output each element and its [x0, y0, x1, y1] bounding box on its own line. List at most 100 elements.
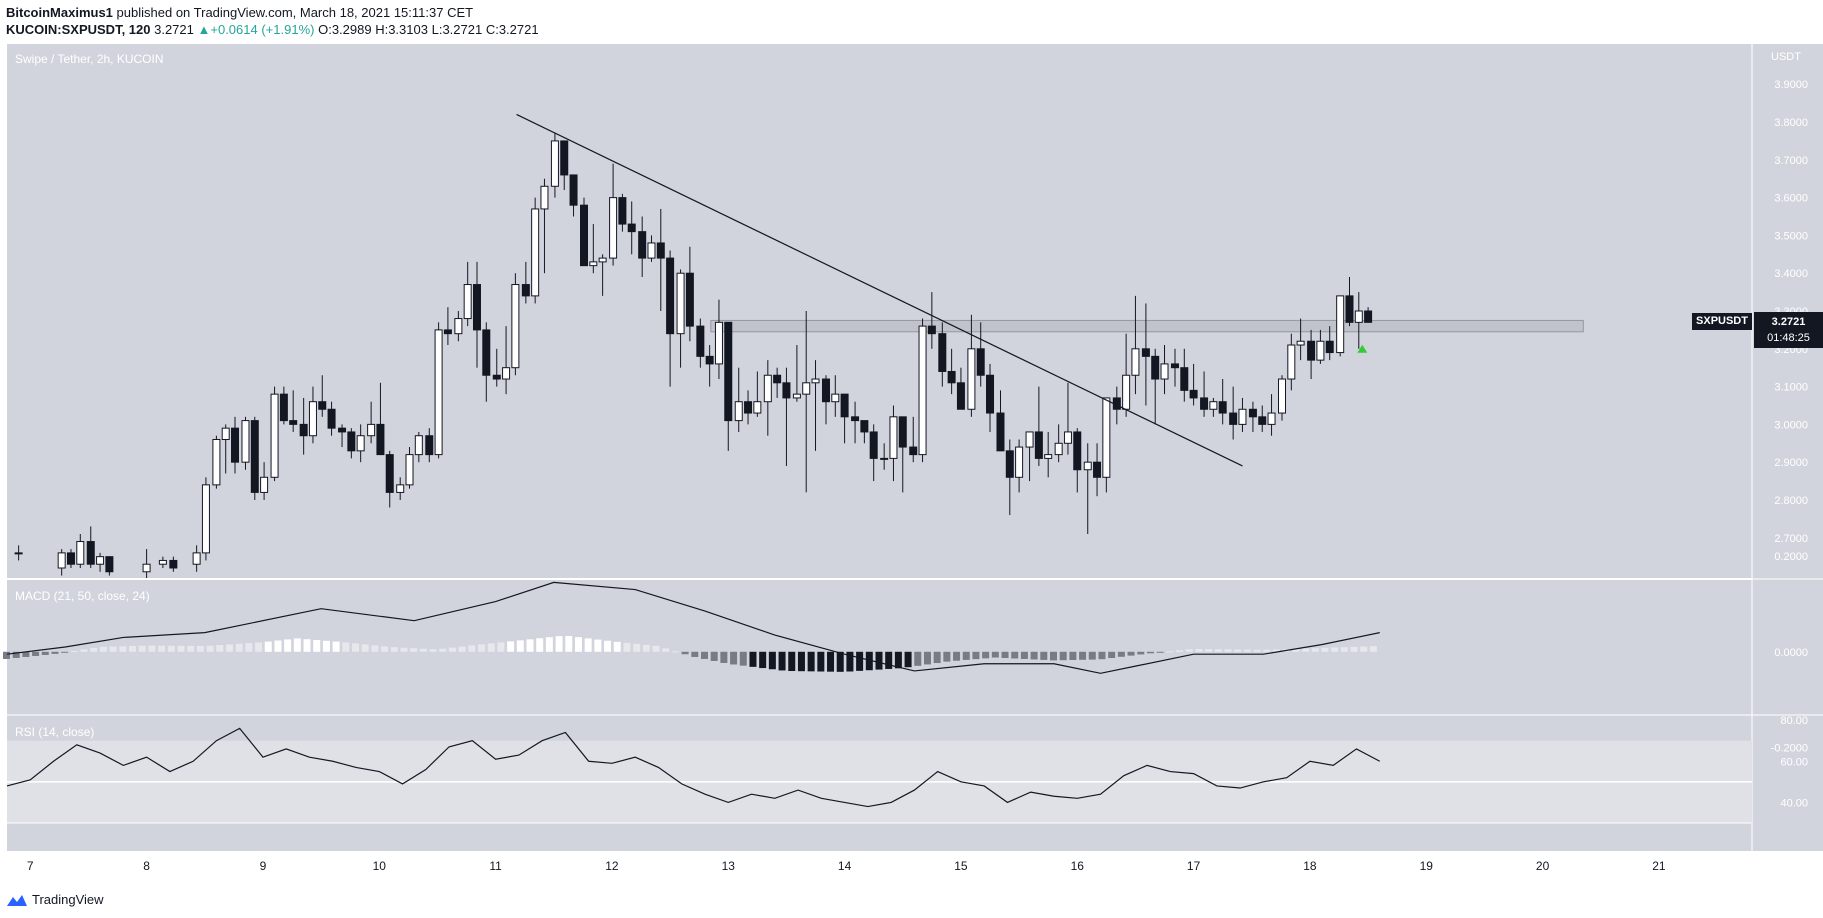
candle-body	[1102, 397, 1111, 478]
candle-body	[831, 393, 840, 403]
last-price: 3.2721	[154, 22, 194, 37]
macd-histogram-bar	[129, 645, 137, 652]
price-tick-label: 3.1000	[1774, 382, 1808, 394]
macd-histogram-bar	[681, 651, 689, 655]
publish-info: published on TradingView.com, March 18, …	[116, 5, 474, 20]
macd-histogram-bar	[225, 644, 233, 652]
candle-body	[472, 284, 481, 331]
candle-body	[860, 420, 869, 433]
candle-body	[956, 382, 965, 410]
candle-body	[169, 559, 178, 569]
candle-body	[685, 272, 694, 327]
chart-area[interactable]	[7, 44, 1752, 851]
candle-body	[540, 185, 549, 210]
macd-histogram-bar	[177, 645, 185, 652]
macd-histogram-bar	[167, 645, 175, 652]
macd-histogram-bar	[914, 651, 922, 666]
macd-histogram-bar	[846, 651, 854, 672]
tradingview-logo[interactable]: TradingView	[6, 892, 104, 907]
macd-histogram-bar	[778, 651, 786, 671]
high-label: H:	[375, 22, 389, 37]
macd-histogram-bar	[352, 643, 359, 652]
candle-body	[638, 231, 647, 259]
bar-countdown: 01:48:25	[1767, 332, 1810, 344]
macd-histogram-bar	[1117, 651, 1125, 657]
open-value: 3.2989	[331, 22, 372, 37]
macd-histogram-bar	[284, 639, 292, 652]
macd-histogram-bar	[1272, 649, 1280, 652]
macd-histogram-bar	[371, 645, 379, 652]
candle-body	[201, 484, 210, 554]
author-name[interactable]: BitcoinMaximus1	[6, 5, 113, 20]
candle-body	[792, 393, 801, 399]
candle-body	[502, 367, 511, 380]
candle-body	[821, 378, 830, 403]
candle-body	[696, 325, 705, 357]
date-tick-label: 18	[1303, 859, 1317, 873]
rsi-tick-label: 80.00	[1780, 715, 1808, 727]
candle-body	[212, 439, 221, 486]
candle-body	[947, 370, 956, 384]
candle-body	[367, 423, 376, 437]
macd-histogram-bar	[933, 651, 941, 664]
macd-histogram-bar	[574, 637, 582, 652]
price-tick-label: 2.9000	[1774, 457, 1808, 469]
candle-body	[14, 552, 23, 555]
macd-histogram-bar	[982, 651, 990, 659]
date-tick-label: 7	[27, 859, 34, 873]
macd-histogram-bar	[545, 637, 553, 652]
price-tick-label: 3.8000	[1774, 117, 1808, 129]
candle-body	[782, 382, 791, 399]
close-value: 3.2721	[498, 22, 539, 37]
macd-histogram-bar	[478, 644, 486, 652]
macd-histogram-bar	[419, 648, 427, 652]
macd-histogram-bar	[206, 645, 214, 652]
candle-body	[1229, 412, 1238, 425]
candle-body	[609, 197, 618, 259]
candle-body	[569, 174, 578, 206]
candle-body	[463, 284, 472, 320]
price-tick-label: 3.5000	[1774, 230, 1808, 242]
macd-histogram-bar	[448, 647, 456, 652]
low-label: L:	[431, 22, 443, 37]
high-value: 3.3103	[388, 22, 428, 37]
macd-histogram-bar	[526, 639, 534, 652]
tradingview-logo-icon	[7, 894, 27, 906]
macd-histogram-bar	[943, 651, 951, 662]
price-change: +0.0614 (+1.91%)	[210, 22, 315, 37]
date-tick-label: 21	[1652, 859, 1666, 873]
macd-histogram-bar	[536, 638, 544, 652]
candle-body	[705, 355, 714, 365]
date-tick-label: 14	[838, 859, 852, 873]
candle-body	[1005, 450, 1014, 478]
macd-histogram-bar	[322, 640, 330, 652]
macd-histogram	[3, 635, 1377, 672]
macd-histogram-bar	[565, 635, 573, 652]
candle-body	[773, 374, 782, 384]
main-chart-title: Swipe / Tether, 2h, KUCOIN	[15, 52, 164, 66]
macd-histogram-bar	[274, 640, 282, 652]
candle-body	[909, 446, 918, 456]
symbol-label: KUCOIN:SXPUSDT, 120	[6, 22, 151, 37]
candle-body	[1073, 431, 1082, 471]
candle-body	[724, 321, 733, 422]
rsi-tick-label: 60.00	[1780, 756, 1808, 768]
macd-histogram-bar	[468, 645, 476, 652]
candle-body	[260, 476, 269, 493]
macd-histogram-bar	[32, 651, 40, 656]
date-tick-label: 17	[1187, 859, 1201, 873]
macd-histogram-bar	[584, 638, 592, 652]
candle-body	[57, 552, 66, 569]
candle-body	[1296, 340, 1305, 346]
macd-histogram-bar	[507, 641, 515, 652]
price-tick-label: 3.0000	[1774, 419, 1808, 431]
macd-histogram-bar	[720, 651, 728, 663]
candle-body	[1336, 295, 1345, 354]
price-tick-label: 2.7000	[1774, 533, 1808, 545]
date-tick-label: 15	[954, 859, 968, 873]
candle-body	[753, 401, 762, 414]
macd-histogram-bar	[429, 649, 437, 652]
macd-histogram-bar	[41, 651, 49, 655]
price-axis[interactable]	[1752, 44, 1823, 851]
